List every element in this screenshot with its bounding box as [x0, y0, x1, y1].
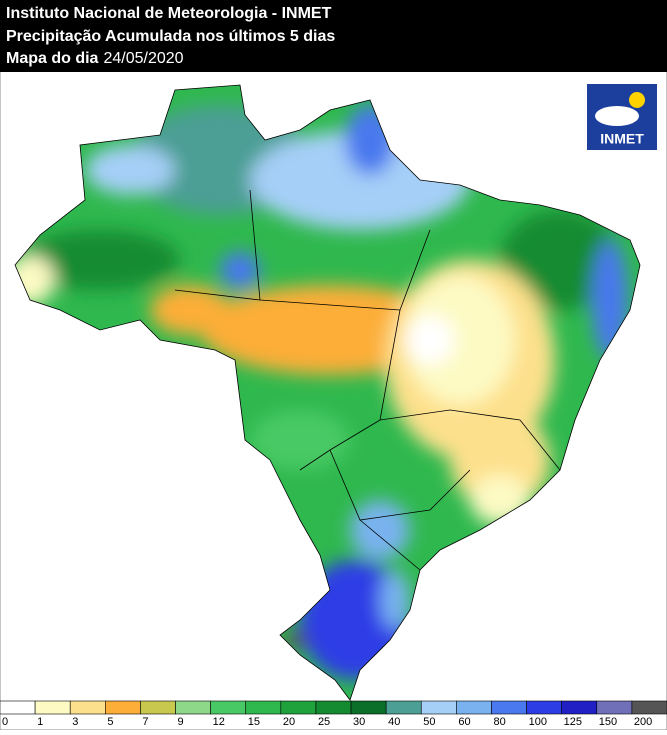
legend-label: 5 — [107, 716, 113, 728]
header-band — [0, 0, 667, 72]
legend-label: 20 — [283, 716, 295, 728]
legend-swatch — [561, 700, 598, 715]
legend-swatch — [491, 700, 527, 715]
legend-label: 40 — [388, 716, 400, 728]
legend-swatch — [596, 700, 633, 715]
legend-label: 3 — [72, 716, 78, 728]
legend-label: 50 — [423, 716, 435, 728]
legend-label: 0 — [2, 716, 8, 728]
legend-swatch — [280, 700, 317, 715]
legend-label: 80 — [493, 716, 505, 728]
legend-swatch — [34, 700, 71, 715]
logo-text: INMET — [600, 131, 644, 147]
legend-label: 200 — [634, 716, 652, 728]
legend-label: 1 — [37, 716, 43, 728]
legend-swatch — [0, 700, 36, 715]
date: 24/05/2020 — [103, 50, 183, 67]
legend-swatch — [420, 700, 457, 715]
legend-label: 15 — [248, 716, 260, 728]
legend-swatch — [350, 700, 387, 715]
header-date: Mapa do dia 24/05/2020 — [6, 50, 184, 67]
legend-swatch — [315, 700, 352, 715]
legend: 0 1 3 5 7 9 12 15 20 25 30 40 50 60 80 100 125 150 200 — [0, 700, 667, 728]
legend-label: 150 — [599, 716, 617, 728]
date-label: Mapa do dia — [6, 50, 99, 67]
legend-label: 125 — [564, 716, 582, 728]
legend-label: 60 — [458, 716, 470, 728]
legend-swatch — [385, 700, 422, 715]
legend-label: 9 — [178, 716, 184, 728]
legend-swatch — [526, 700, 562, 715]
legend-label: 25 — [318, 716, 330, 728]
inmet-logo: INMET — [587, 84, 657, 150]
legend-label: 30 — [353, 716, 365, 728]
legend-swatch — [140, 700, 176, 715]
header-line2: Precipitação Acumulada nos últimos 5 dia… — [6, 28, 335, 45]
legend-swatch — [69, 700, 106, 715]
legend-label: 7 — [142, 716, 148, 728]
legend-swatch — [631, 700, 667, 715]
legend-swatch — [245, 700, 282, 715]
legend-swatch — [456, 700, 492, 715]
legend-swatch — [105, 700, 141, 715]
legend-label: 100 — [529, 716, 547, 728]
header-line1: Instituto Nacional de Meteorologia - INM… — [6, 5, 332, 22]
legend-label: 12 — [213, 716, 225, 728]
state-borders — [14, 84, 641, 701]
legend-swatch — [210, 700, 247, 715]
legend-swatch — [175, 700, 211, 715]
